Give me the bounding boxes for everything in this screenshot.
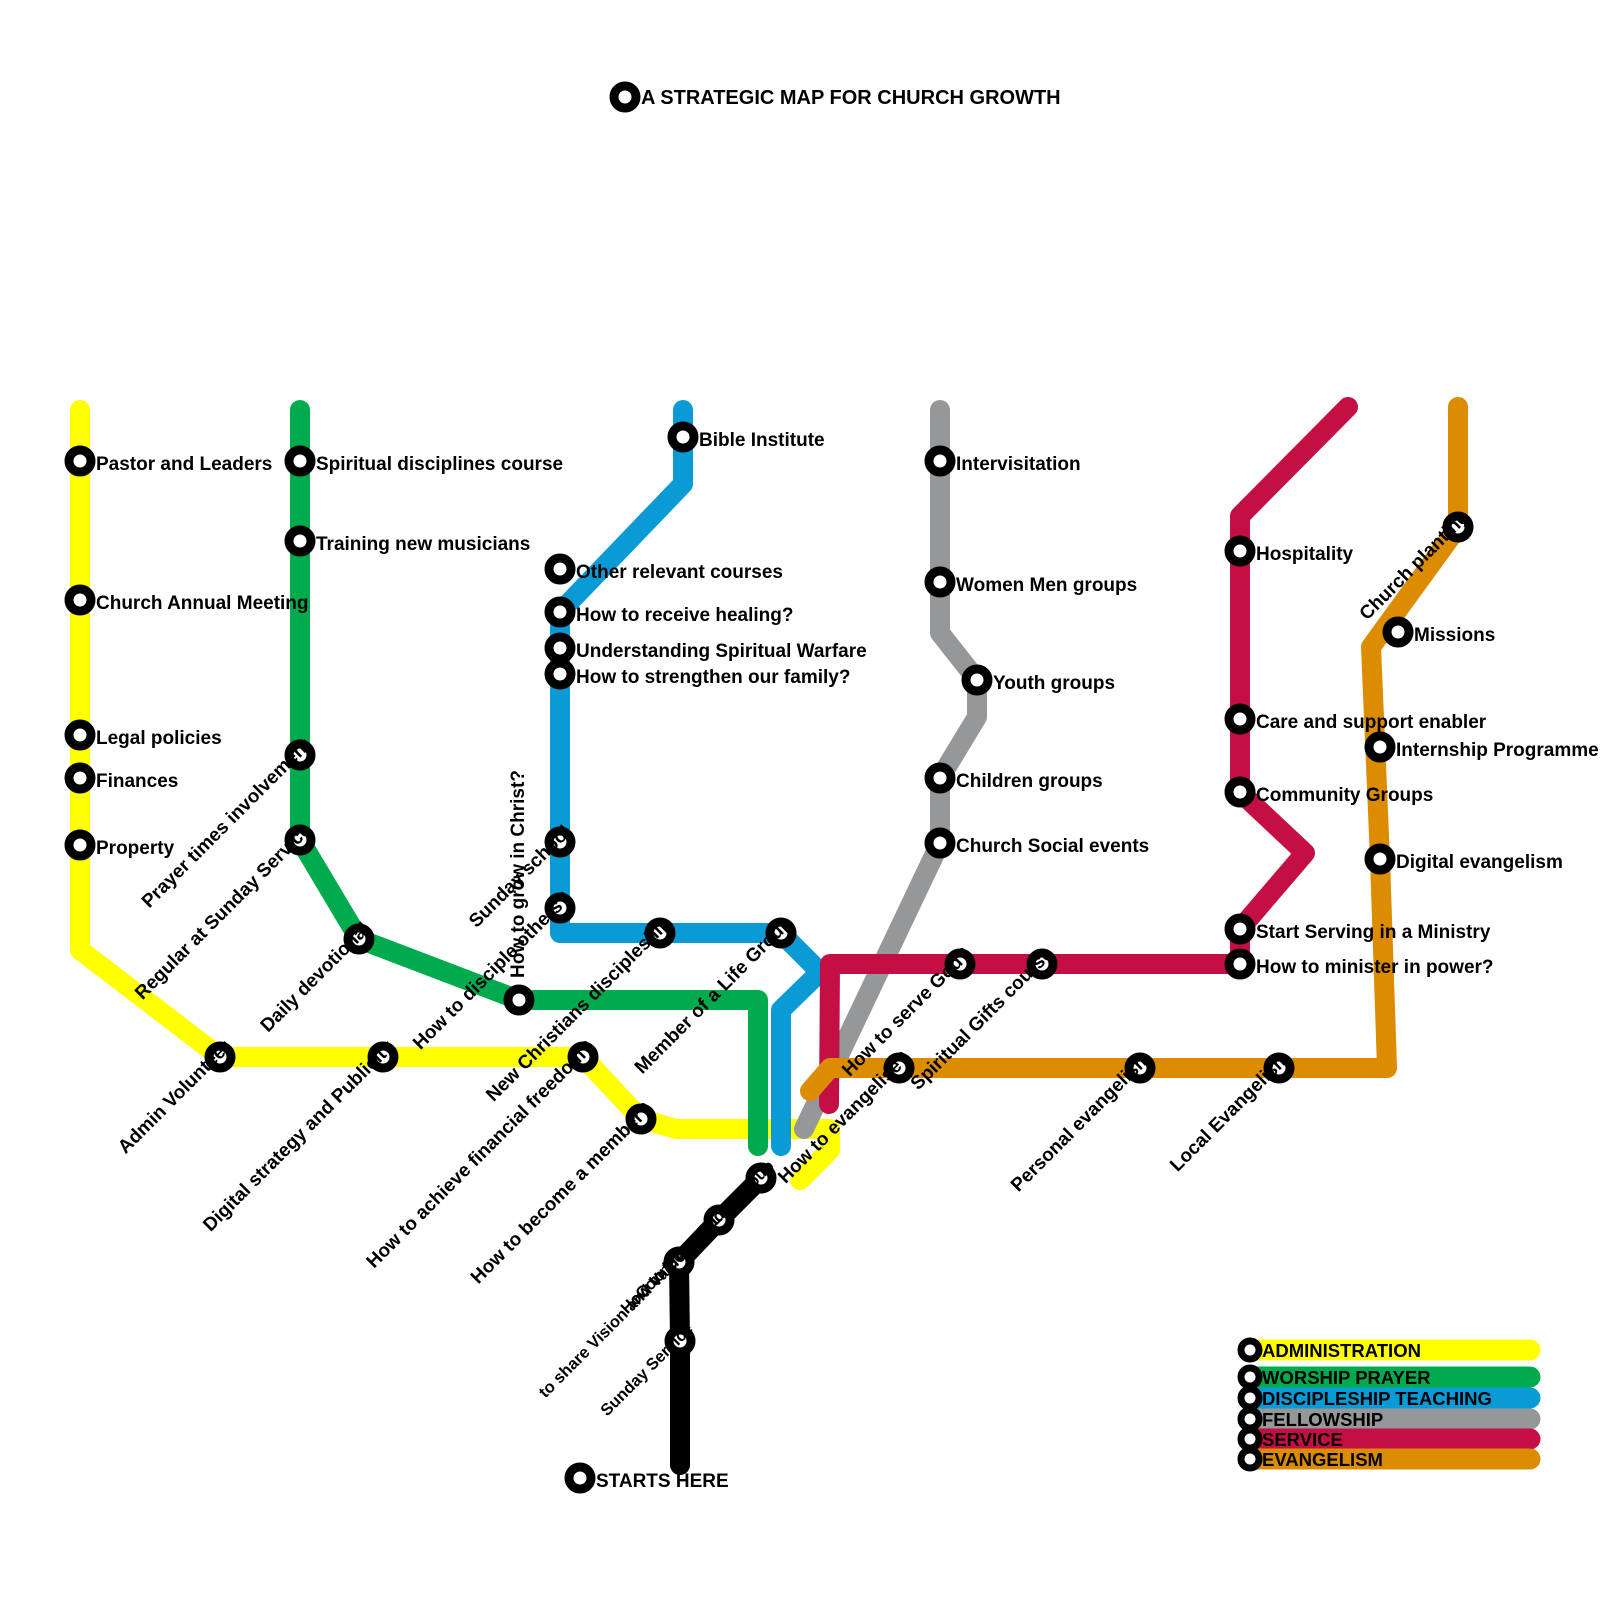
svg-text:How to minister in power?: How to minister in power? [1256,957,1494,978]
svg-text:SERVICE: SERVICE [1262,1429,1343,1450]
svg-text:Training new musicians: Training new musicians [316,534,530,555]
svg-text:EVANGELISM: EVANGELISM [1262,1449,1383,1470]
svg-text:Hospitality: Hospitality [1256,544,1354,565]
svg-text:A STRATEGIC MAP FOR CHURCH GRO: A STRATEGIC MAP FOR CHURCH GROWTH [641,87,1061,109]
svg-text:Property: Property [96,838,175,859]
svg-text:Understanding Spiritual Warfar: Understanding Spiritual Warfare [576,641,867,662]
svg-text:Start Serving in a Ministry: Start Serving in a Ministry [1256,922,1491,943]
svg-text:Care and support enabler: Care and support enabler [1256,712,1487,733]
svg-text:Children groups: Children groups [956,771,1103,792]
svg-text:Church Annual Meeting: Church Annual Meeting [96,593,309,614]
svg-text:How to receive healing?: How to receive healing? [576,605,794,626]
svg-text:Bible Institute: Bible Institute [699,430,825,451]
svg-text:DISCIPLESHIP TEACHING: DISCIPLESHIP TEACHING [1262,1388,1492,1409]
svg-text:ADMINISTRATION: ADMINISTRATION [1262,1340,1421,1361]
svg-text:How to strengthen our family?: How to strengthen our family? [576,667,850,688]
svg-text:Legal policies: Legal policies [96,728,222,749]
svg-text:Church Social events: Church Social events [956,836,1149,857]
svg-text:Pastor and Leaders: Pastor and Leaders [96,454,272,475]
svg-text:Other relevant courses: Other relevant courses [576,562,783,583]
svg-text:Intervisitation: Intervisitation [956,454,1081,475]
svg-text:FELLOWSHIP: FELLOWSHIP [1262,1409,1383,1430]
svg-text:STARTS HERE: STARTS HERE [596,1471,729,1492]
svg-text:Community Groups: Community Groups [1256,785,1433,806]
svg-text:Missions: Missions [1414,625,1495,646]
svg-text:WORSHIP PRAYER: WORSHIP PRAYER [1262,1367,1431,1388]
svg-text:Spiritual disciplines course: Spiritual disciplines course [316,454,563,475]
svg-text:Finances: Finances [96,771,178,792]
svg-text:Youth groups: Youth groups [993,673,1115,694]
svg-text:Internship Programme: Internship Programme [1396,740,1599,761]
svg-text:Digital evangelism: Digital evangelism [1396,852,1563,873]
svg-text:Women Men groups: Women Men groups [956,575,1137,596]
